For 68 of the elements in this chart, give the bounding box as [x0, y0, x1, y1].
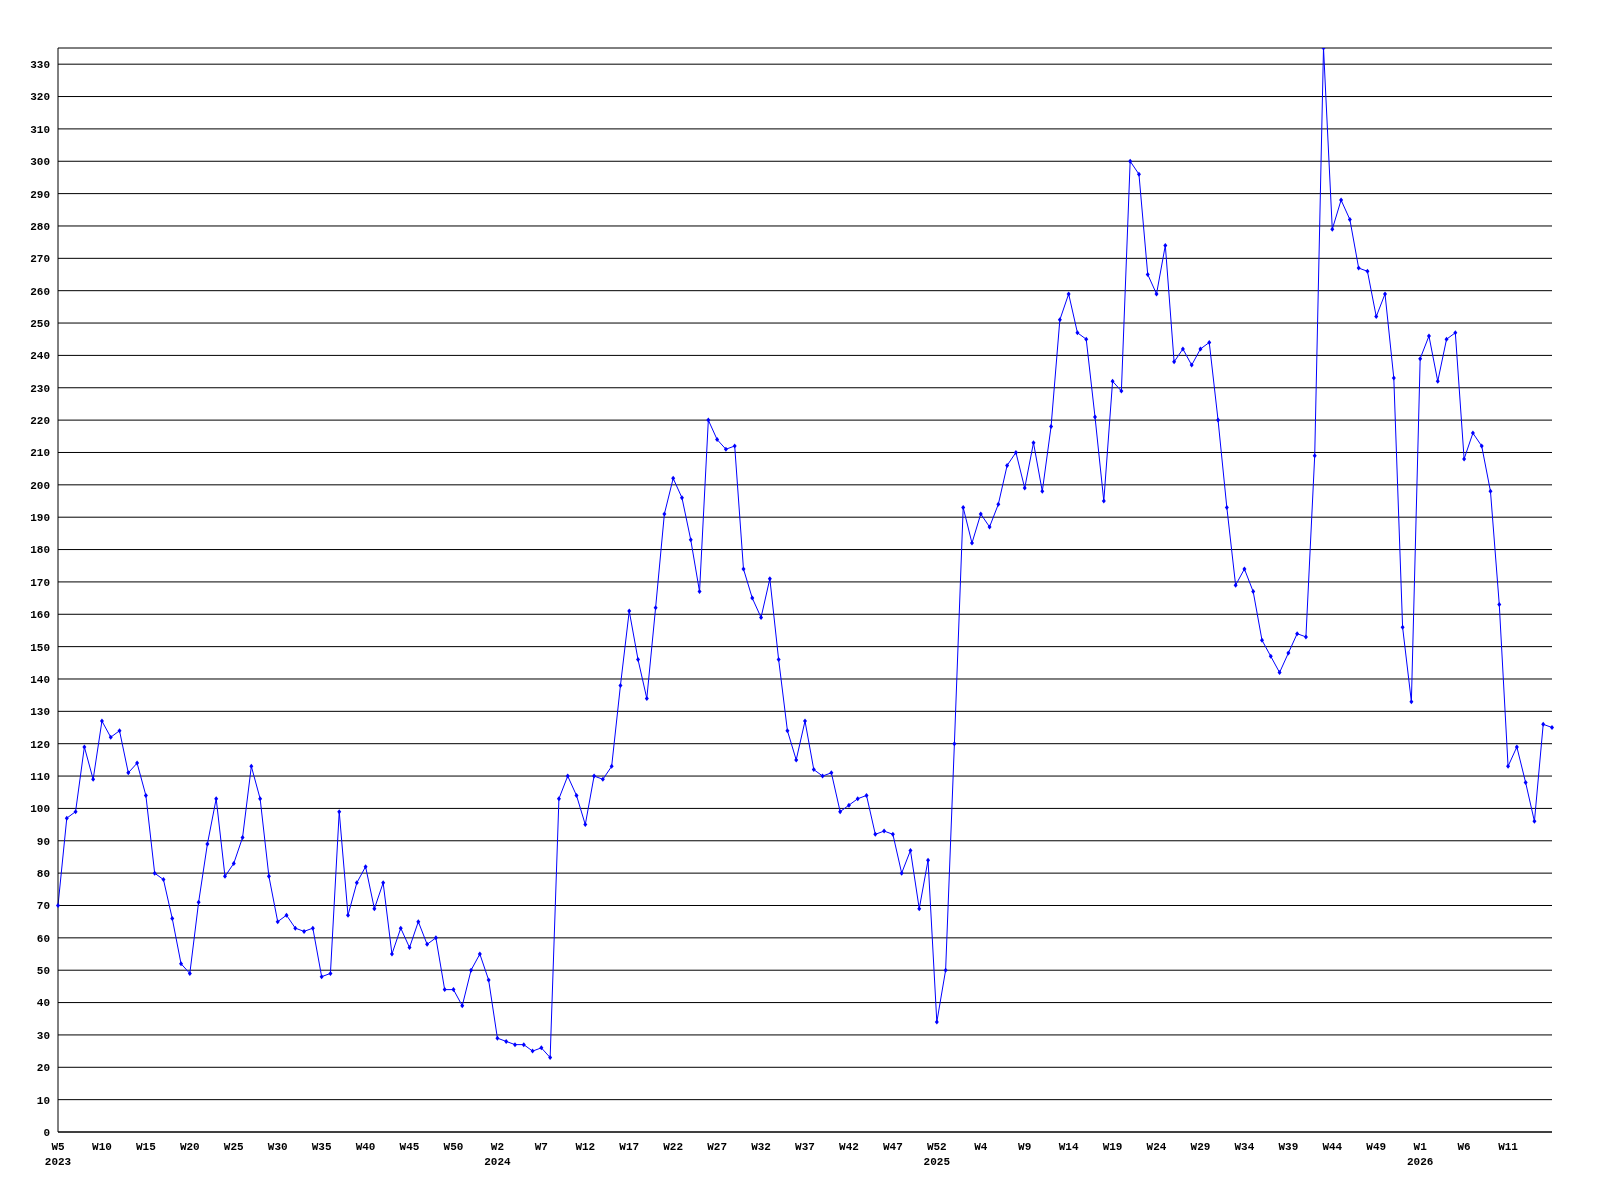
y-tick-label: 150	[30, 641, 50, 654]
y-tick-label: 120	[30, 738, 50, 751]
y-tick-label: 190	[30, 512, 50, 525]
x-tick-label: W44	[1322, 1141, 1343, 1153]
x-tick-label: W25	[223, 1141, 245, 1153]
y-tick-label: 160	[30, 609, 50, 622]
y-tick-label: 280	[30, 220, 50, 233]
y-tick-label: 230	[30, 382, 50, 395]
x-tick-label: W7	[534, 1141, 548, 1153]
y-tick-label: 30	[36, 1029, 50, 1042]
y-tick-label: 310	[30, 123, 50, 136]
y-tick-label: 290	[30, 188, 50, 201]
x-tick-label: W15	[135, 1141, 157, 1153]
y-tick-label: 260	[30, 285, 50, 298]
x-tick-label: W10	[92, 1141, 112, 1153]
x-tick-label: W1 2026	[1406, 1141, 1434, 1168]
y-tick-label: 80	[36, 868, 50, 881]
y-tick-label: 200	[30, 479, 50, 492]
y-tick-label: 210	[30, 447, 50, 460]
x-tick-label: W4	[974, 1141, 988, 1153]
y-tick-label: 0	[43, 1126, 50, 1139]
y-tick-label: 330	[30, 59, 50, 72]
x-tick-label: W47	[882, 1141, 903, 1153]
y-tick-label: 240	[30, 350, 50, 363]
y-tick-label: 170	[30, 576, 50, 589]
y-tick-label: 180	[30, 544, 50, 557]
y-tick-label: 20	[36, 1062, 50, 1075]
x-tick-label: W30	[267, 1141, 288, 1153]
x-tick-label: W11	[1498, 1141, 1519, 1153]
x-tick-label: W9	[1018, 1141, 1032, 1153]
x-tick-label: W34	[1234, 1141, 1255, 1153]
y-tick-label: 10	[36, 1094, 50, 1107]
y-tick-label: 110	[30, 770, 50, 783]
x-tick-label: W49	[1366, 1141, 1387, 1153]
x-tick-label: W22	[663, 1141, 684, 1153]
x-tick-label: W27	[707, 1141, 728, 1153]
y-tick-label: 270	[30, 253, 50, 266]
x-tick-label: W17	[619, 1141, 640, 1153]
x-tick-label: W19	[1102, 1141, 1123, 1153]
y-tick-label: 220	[30, 415, 50, 428]
y-tick-label: 60	[36, 932, 50, 945]
x-tick-label: W6	[1457, 1141, 1471, 1153]
y-tick-label: 50	[36, 965, 50, 978]
y-tick-label: 320	[30, 91, 50, 104]
y-tick-label: 250	[30, 317, 50, 330]
x-tick-label: W24	[1146, 1141, 1167, 1153]
x-tick-label: W45	[399, 1141, 420, 1153]
y-tick-label: 140	[30, 673, 50, 686]
y-tick-label: 40	[36, 997, 50, 1010]
y-tick-label: 130	[30, 706, 50, 719]
x-tick-label: W37	[795, 1141, 815, 1153]
x-tick-label: W12	[575, 1141, 596, 1153]
x-tick-label: W20	[179, 1141, 200, 1153]
x-tick-label: W35	[311, 1141, 332, 1153]
y-tick-label: 70	[36, 900, 50, 913]
x-tick-label: W14	[1058, 1141, 1079, 1153]
y-tick-label: 300	[30, 156, 50, 169]
x-tick-label: W32	[751, 1141, 771, 1153]
x-tick-label: W29	[1190, 1141, 1211, 1153]
x-tick-label: W39	[1278, 1141, 1299, 1153]
x-tick-label: W40	[355, 1141, 376, 1153]
x-tick-label: W50	[443, 1141, 464, 1153]
x-tick-label: W5 2023	[44, 1141, 72, 1168]
x-tick-label: W52 2025	[923, 1141, 951, 1168]
y-tick-label: 100	[30, 803, 50, 816]
x-tick-label: W2 2024	[484, 1141, 512, 1168]
x-tick-label: W42	[839, 1141, 859, 1153]
y-tick-label: 90	[36, 835, 50, 848]
